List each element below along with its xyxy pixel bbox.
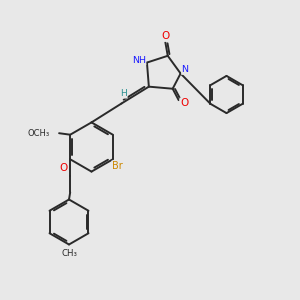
Text: O: O: [180, 98, 188, 108]
Text: N: N: [182, 65, 189, 74]
Text: OCH₃: OCH₃: [28, 129, 50, 138]
Text: Br: Br: [112, 161, 123, 171]
Text: O: O: [59, 163, 68, 173]
Text: H: H: [120, 89, 127, 98]
Text: O: O: [161, 31, 170, 41]
Text: CH₃: CH₃: [61, 249, 77, 258]
Text: NH: NH: [132, 56, 146, 65]
